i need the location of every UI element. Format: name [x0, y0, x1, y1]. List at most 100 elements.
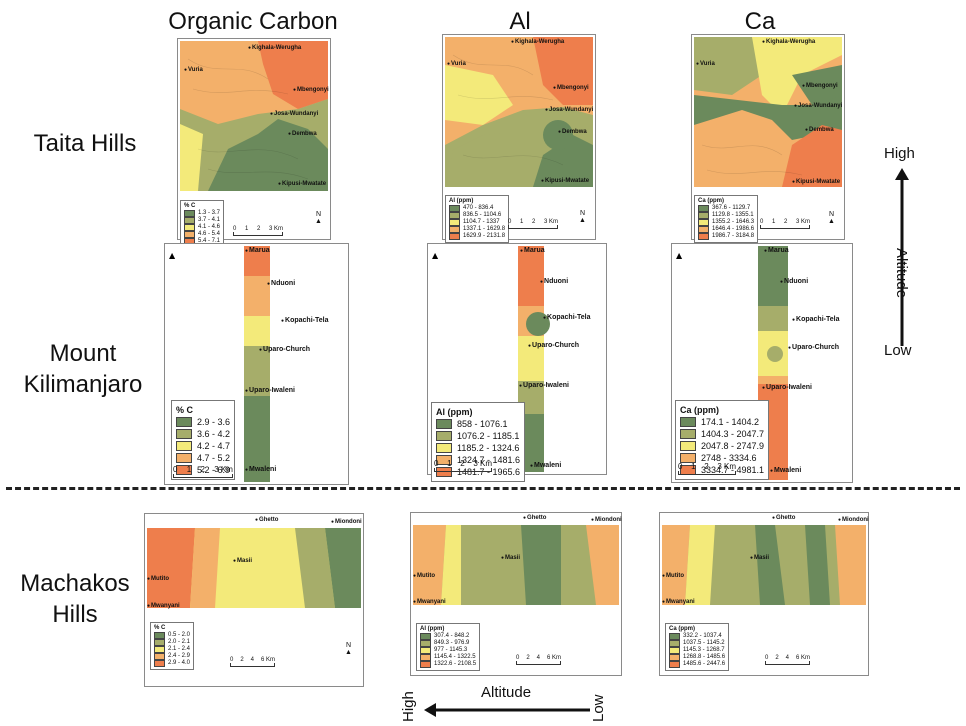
place-mutito: Mutito	[413, 573, 435, 579]
north-arrow-icon: N ▲	[828, 211, 835, 225]
column-header-al: Al	[509, 8, 531, 35]
place-kipusi: Kipusi-Mwatate	[541, 178, 589, 184]
place-dembwa: Dembwa	[805, 127, 834, 133]
map-machakos-al: Ghetto Miondoni Masii Mutito Mwanyani Al…	[410, 512, 622, 676]
scale-line	[760, 225, 810, 229]
place-kipusi: Kipusi-Mwatate	[792, 179, 840, 185]
scale-label: 2	[240, 657, 244, 663]
legend-range: 1037.5 - 1145.2	[683, 640, 725, 646]
place-mutito: Mutito	[662, 573, 684, 579]
scale-label: 1	[447, 459, 452, 468]
legend-range: 367.6 - 1129.7	[712, 205, 751, 211]
place-miondoni: Miondoni	[591, 517, 622, 523]
place-mbengonyi: Mbengonyi	[293, 87, 329, 93]
place-miondoni: Miondoni	[838, 517, 869, 523]
place-kighala: Kighala-Werugha	[248, 45, 301, 51]
scale-line	[765, 661, 810, 665]
legend-range: 4.7 - 5.2	[197, 453, 231, 463]
legend-swatch	[154, 646, 165, 653]
legend-swatch	[436, 431, 452, 441]
scale-label: 2	[704, 462, 709, 471]
svg-text:▲: ▲	[676, 251, 683, 260]
legend-item: 367.6 - 1129.7	[698, 205, 754, 212]
legend-item: 1037.5 - 1145.2	[669, 640, 725, 647]
row-header-taita: Taita Hills	[33, 130, 137, 157]
scale-label: 1	[771, 219, 776, 225]
legend-item: 1104.7 - 1337	[449, 219, 505, 226]
legend-swatch	[669, 633, 680, 640]
place-kopachi: Kopachi-Tela	[281, 317, 328, 324]
scale-label: 1	[519, 219, 524, 225]
legend-title: Al (ppm)	[420, 626, 445, 632]
scale-line	[233, 232, 283, 236]
altitude-vertical-label: Altitude	[893, 248, 910, 299]
map-taita-al: Kighala-Werugha Vuria Mbengonyi Josa-Wun…	[442, 34, 596, 243]
row-header-kili-line2: Kilimanjaro	[23, 371, 143, 398]
place-uparo-iwaleni: Uparo-Iwaleni	[245, 387, 295, 394]
legend-range: 1145.3 - 1268.7	[683, 647, 725, 653]
place-mbengonyi: Mbengonyi	[802, 83, 838, 89]
legend-swatch	[669, 654, 680, 661]
legend-item: 849.3 - 976.9	[420, 640, 476, 647]
place-uparo-iwaleni: Uparo-Iwaleni	[519, 382, 569, 389]
legend-range: 1481.7 - 1965.6	[457, 467, 521, 477]
legend-item: 1145.4 - 1322.5	[420, 654, 476, 661]
place-josa: Josa-Wundanyi	[270, 111, 318, 117]
scale-label: 3 Km	[795, 219, 810, 225]
legend-item: 0.5 - 2.0	[154, 632, 190, 639]
legend-swatch	[184, 210, 195, 217]
map-surface	[180, 41, 328, 191]
scale-line	[516, 661, 561, 665]
legend-swatch	[680, 417, 696, 427]
place-ghetto: Ghetto	[255, 517, 278, 523]
scale-label: 4	[250, 657, 254, 663]
legend-range: 1185.2 - 1324.6	[457, 443, 520, 453]
scale-label: 0	[233, 226, 237, 232]
legend-item: 1355.2 - 1646.3	[698, 219, 754, 226]
scale-label: 3 Km	[543, 219, 558, 225]
legend-range: 1.3 - 3.7	[198, 210, 221, 216]
scale-label: 6 Km	[795, 655, 810, 661]
legend-range: 4.1 - 4.6	[198, 224, 221, 230]
legend-swatch	[698, 219, 709, 226]
north-arrow-icon: N ▲	[345, 642, 352, 656]
scale-label: 3 Km	[473, 459, 492, 468]
scale-label: 0	[508, 219, 512, 225]
legend-swatch	[184, 231, 195, 238]
map-surface: ▲	[432, 246, 550, 472]
place-vuria: Vuria	[447, 61, 466, 67]
legend-item: 1404.3 - 2047.7	[680, 428, 764, 440]
legend-range: 849.3 - 976.9	[434, 640, 470, 646]
row-header-machakos: Machakos Hills	[15, 568, 135, 630]
legend-swatch	[449, 219, 460, 226]
altitude-vertical-arrow-icon	[895, 168, 909, 346]
legend-swatch	[420, 647, 431, 654]
legend-mach-oc: % C 0.5 - 2.0 2.0 - 2.1 2.1 - 2.4 2.4 - 2.9 2…	[150, 622, 195, 670]
legend-title: % C	[184, 203, 196, 209]
legend-item: 1145.3 - 1268.7	[669, 647, 725, 654]
legend-item: 977 - 1145.3	[420, 647, 476, 654]
scale-label: 6 Km	[260, 657, 275, 663]
legend-range: 2748 - 3334.6	[701, 453, 757, 463]
scale-line	[230, 663, 275, 667]
row-header-kilimanjaro: Mount Kilimanjaro	[8, 338, 158, 400]
row-header-mach-line1: Machakos	[20, 570, 130, 597]
legend-kili-al: Al (ppm) 858 - 1076.1 1076.2 - 1185.1 1185.…	[431, 402, 526, 482]
row-header-kili-line1: Mount	[49, 340, 117, 367]
legend-swatch	[154, 660, 165, 667]
legend-item: 1268.8 - 1485.6	[669, 654, 725, 661]
legend-kili-ca: Ca (ppm) 174.1 - 1404.2 1404.3 - 2047.7 204…	[675, 400, 770, 480]
altitude-high-label-bottom: High	[400, 691, 417, 722]
legend-range: 1337.1 - 1629.8	[463, 226, 506, 232]
place-uparo-church: Uparo-Church	[259, 346, 310, 353]
scale-label: 0	[760, 219, 764, 225]
legend-item: 3.6 - 4.2	[176, 428, 230, 440]
legend-swatch	[176, 465, 192, 475]
row-header-mach-line2: Hills	[52, 601, 98, 628]
legend-item: 307.4 - 848.2	[420, 633, 476, 640]
